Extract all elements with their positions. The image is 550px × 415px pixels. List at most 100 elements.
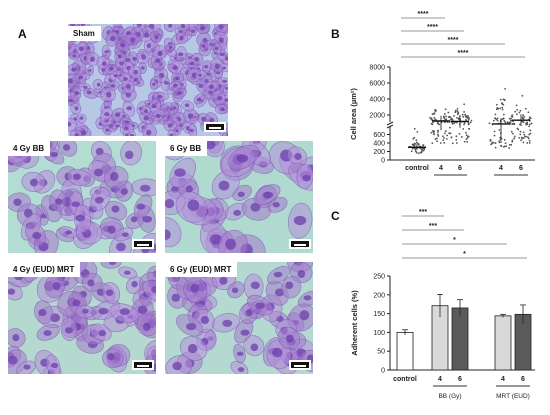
adherent-cells-chart: 0 50 100 150 200 250 Adherent cells (%) control… xyxy=(350,209,535,400)
data-point xyxy=(443,137,445,139)
micrograph-mrt6-scalebar xyxy=(289,360,311,370)
data-point xyxy=(459,115,461,117)
data-point xyxy=(411,143,414,146)
data-point xyxy=(433,133,436,135)
data-point xyxy=(436,131,439,133)
bar xyxy=(396,331,414,371)
data-point xyxy=(442,139,445,142)
data-point xyxy=(463,103,466,106)
data-point xyxy=(457,117,460,120)
y-tick-label: 6000 xyxy=(369,81,385,88)
micrograph-bb6-image xyxy=(165,141,313,253)
data-point xyxy=(503,138,506,141)
data-point xyxy=(463,140,466,143)
data-point xyxy=(456,116,458,119)
data-point xyxy=(527,137,530,140)
data-point xyxy=(521,137,524,140)
data-point xyxy=(505,145,508,148)
panel-letter-a: A xyxy=(18,27,27,41)
data-point xyxy=(453,114,455,117)
axis-break-mark xyxy=(386,121,394,126)
data-point xyxy=(510,143,513,146)
significance-label: * xyxy=(453,237,456,244)
data-point xyxy=(519,130,522,133)
data-point xyxy=(528,123,531,126)
x-tick-label: 4 xyxy=(499,165,503,172)
data-point xyxy=(506,121,509,124)
data-point xyxy=(511,115,514,118)
micrograph-sham-label: Sham xyxy=(68,26,101,41)
data-point xyxy=(443,121,446,124)
data-point xyxy=(437,122,440,125)
data-point xyxy=(492,119,495,122)
significance-label: **** xyxy=(418,11,429,18)
data-point xyxy=(456,108,459,110)
micrograph-sham: Sham xyxy=(68,24,228,136)
micrograph-mrt6-label: 6 Gy (EUD) MRT xyxy=(165,262,238,277)
micrograph-sham-scalebar xyxy=(204,122,226,132)
data-point xyxy=(522,131,525,134)
data-point xyxy=(490,143,492,146)
cell-texture xyxy=(8,262,156,374)
data-point xyxy=(489,139,492,142)
data-point xyxy=(430,117,433,120)
data-point xyxy=(523,133,526,136)
data-point xyxy=(437,135,440,137)
data-point xyxy=(429,116,431,119)
data-point xyxy=(499,98,502,101)
data-point xyxy=(456,110,459,113)
data-point xyxy=(449,118,452,121)
data-point xyxy=(436,140,438,143)
data-point xyxy=(447,111,450,114)
data-point xyxy=(519,133,522,136)
data-point xyxy=(493,134,496,137)
data-point xyxy=(511,114,514,117)
data-point xyxy=(491,141,494,144)
data-point xyxy=(528,141,531,144)
y-tick-label: 400 xyxy=(373,141,385,148)
data-point xyxy=(437,129,439,132)
data-point xyxy=(465,138,468,141)
data-point xyxy=(444,132,446,135)
data-point xyxy=(493,130,496,133)
data-point xyxy=(528,125,531,128)
y-tick-label: 8000 xyxy=(369,65,385,72)
data-point xyxy=(501,108,504,111)
data-point xyxy=(470,119,473,122)
data-point xyxy=(518,136,521,139)
data-point xyxy=(516,113,518,116)
data-point xyxy=(464,113,467,116)
micrograph-bb4-label: 4 Gy BB xyxy=(8,141,51,156)
bar xyxy=(494,315,512,371)
x-tick-label: 4 xyxy=(439,165,443,172)
bar xyxy=(451,307,469,371)
cell-texture xyxy=(8,141,156,253)
data-point xyxy=(504,142,507,145)
series-points xyxy=(488,87,513,149)
data-point xyxy=(495,118,498,121)
y-axis-title: Cell area (µm²) xyxy=(349,88,358,140)
data-point xyxy=(431,129,434,132)
data-point xyxy=(450,136,453,139)
data-point xyxy=(432,121,434,124)
data-point xyxy=(463,123,465,126)
data-point xyxy=(423,147,426,150)
data-point xyxy=(467,127,470,130)
y-tick-label: 0 xyxy=(381,368,385,375)
x-tick-label: 6 xyxy=(458,376,462,383)
y-tick-label: 0 xyxy=(381,158,385,165)
axis-break-mark xyxy=(386,124,394,129)
data-point xyxy=(503,119,506,122)
data-point xyxy=(413,136,416,139)
data-point xyxy=(465,134,468,137)
y-tick-label: 50 xyxy=(377,349,385,356)
data-point xyxy=(462,127,465,130)
data-point xyxy=(511,123,514,125)
data-point xyxy=(508,147,511,149)
data-point xyxy=(422,144,425,147)
data-point xyxy=(417,142,420,145)
data-point xyxy=(467,123,470,126)
data-point xyxy=(502,103,505,106)
data-point xyxy=(442,115,445,118)
data-point xyxy=(509,121,512,124)
